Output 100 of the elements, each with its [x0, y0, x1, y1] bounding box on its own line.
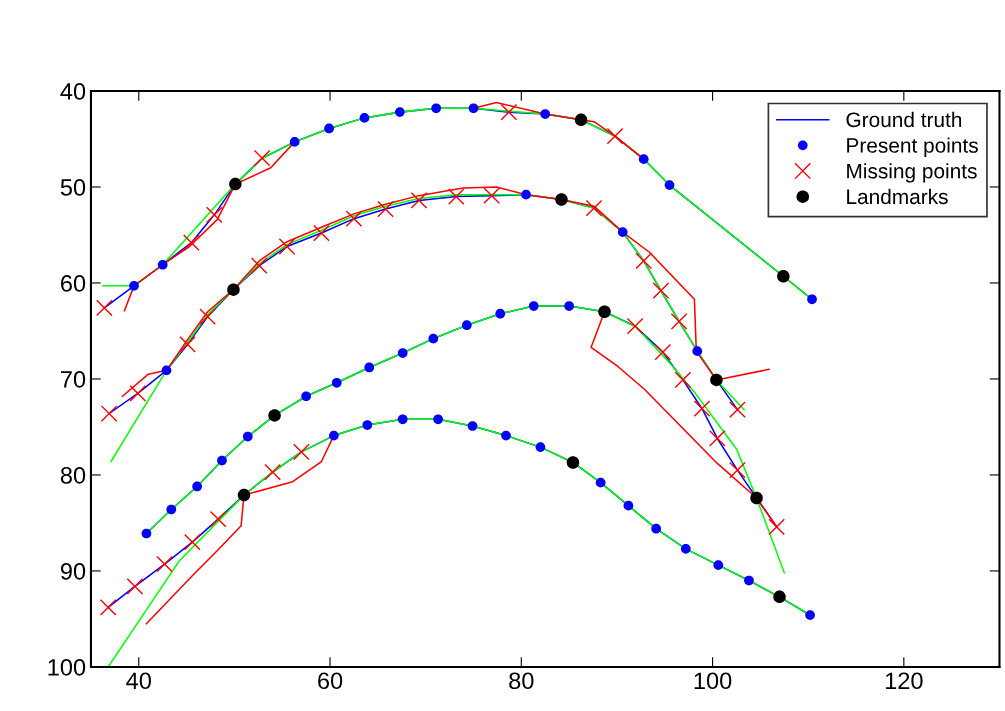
point: [461, 320, 472, 331]
y-tick-label: 70: [61, 371, 86, 388]
point: [129, 385, 147, 402]
point: [598, 305, 611, 319]
point: [674, 371, 692, 389]
point: [467, 421, 478, 431]
point: [540, 109, 551, 119]
point: [359, 113, 370, 123]
point: [242, 431, 253, 442]
point: [227, 283, 240, 296]
point: [410, 192, 428, 209]
point: [468, 103, 479, 114]
point: [253, 149, 271, 167]
point: [179, 336, 196, 353]
point: [237, 488, 251, 502]
point: [535, 442, 546, 452]
point: [192, 481, 202, 492]
point: [664, 180, 675, 190]
point: [183, 533, 201, 551]
point: [744, 575, 754, 586]
point: [217, 455, 227, 466]
point: [623, 500, 634, 511]
point: [807, 294, 817, 305]
point: [626, 317, 644, 335]
point: [289, 137, 300, 147]
point: [692, 346, 703, 356]
point: [773, 590, 786, 604]
point: [362, 420, 373, 430]
point: [278, 238, 296, 255]
point: [651, 523, 662, 534]
point: [397, 414, 408, 425]
point: [129, 281, 139, 291]
point: [397, 348, 408, 358]
point: [652, 282, 670, 299]
legend-label: Ground truth: [846, 111, 962, 128]
point: [205, 206, 223, 224]
point: [585, 199, 603, 217]
point: [501, 430, 511, 441]
point: [161, 365, 172, 376]
point: [156, 555, 173, 573]
x-tick-label: 60: [318, 672, 343, 690]
point: [96, 299, 113, 317]
point: [670, 313, 688, 330]
x-tick-label: 40: [126, 672, 151, 690]
point: [617, 227, 628, 237]
point: [157, 259, 168, 270]
point: [428, 333, 439, 344]
y-tick-label: 60: [61, 275, 86, 292]
point: [268, 409, 281, 422]
point: [377, 200, 394, 218]
legend-label: Missing points: [847, 163, 977, 183]
y-tick-label: 50: [60, 179, 86, 196]
point: [394, 107, 405, 117]
point: [574, 113, 588, 127]
point: [433, 414, 443, 425]
y-tick-label: 100: [48, 658, 86, 676]
y-tick-label: 80: [60, 467, 86, 484]
point: [301, 391, 311, 402]
point: [638, 154, 649, 165]
point: [293, 443, 310, 461]
point: [166, 504, 177, 515]
point: [209, 510, 227, 528]
point: [654, 343, 672, 361]
point: [331, 377, 342, 388]
point: [709, 430, 726, 447]
point: [555, 193, 568, 206]
x-tick-label: 120: [885, 672, 923, 690]
point: [500, 103, 518, 121]
legend-label: Present points: [847, 137, 978, 157]
point: [100, 405, 118, 422]
point: [329, 430, 339, 441]
point: [250, 257, 268, 275]
point: [313, 224, 330, 242]
point: [99, 599, 117, 616]
point: [141, 528, 152, 539]
point: [805, 610, 815, 620]
point: [495, 308, 506, 319]
point: [710, 373, 723, 387]
point: [777, 270, 790, 283]
point: [264, 463, 281, 481]
point: [528, 301, 539, 311]
point: [126, 577, 144, 595]
point: [431, 103, 442, 114]
point: [447, 188, 465, 205]
point: [693, 400, 711, 418]
point: [635, 252, 653, 270]
legend-label: Landmarks: [847, 188, 948, 205]
point: [345, 210, 363, 228]
point: [564, 301, 574, 311]
y-tick-label: 90: [60, 563, 86, 580]
point: [750, 491, 763, 505]
point: [713, 560, 724, 571]
point: [606, 127, 624, 145]
x-tick-label: 100: [694, 672, 732, 690]
x-tick-label: 80: [509, 672, 534, 690]
point: [183, 234, 200, 251]
point: [521, 189, 531, 200]
point: [199, 308, 216, 325]
point: [566, 456, 580, 469]
point: [680, 544, 691, 554]
